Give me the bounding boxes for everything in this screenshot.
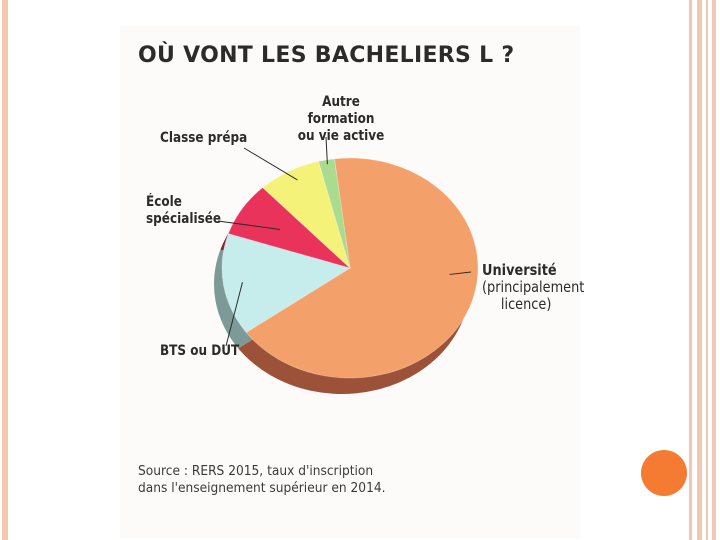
label-ecole-line2: spécialisée [146, 211, 222, 227]
label-autre-line1: Autre formation [307, 94, 375, 127]
label-bts-dut: BTS ou DUT [160, 343, 240, 359]
leader-line-bts [225, 282, 243, 347]
leader-line-ecole [217, 220, 280, 230]
source-line-1: Source : RERS 2015, taux d'inscription [138, 464, 374, 479]
label-universite-line2: (principalement [482, 278, 585, 296]
label-classe-prepa: Classe prépa [160, 130, 248, 146]
slide-decoration-circle [641, 450, 687, 496]
slide-border-right-1 [689, 0, 692, 540]
pie-slice-autre-formation-ou-vie-active [318, 158, 351, 269]
leader-line-universite [449, 271, 472, 275]
leader-line-autre [325, 136, 328, 165]
slide-border-right-4 [712, 0, 716, 540]
slide-border-left [2, 0, 8, 540]
label-universite-line3: licence) [500, 295, 552, 313]
slide-border-right-2 [697, 0, 702, 540]
label-ecole-specialisee: École spécialisée [146, 194, 221, 228]
label-universite: Université (principalement licence) [482, 262, 584, 313]
source-line-2: dans l'enseignement supérieur en 2014. [138, 481, 386, 496]
label-autre-formation: Autre formation ou vie active [290, 94, 391, 145]
leader-line-prepa [243, 147, 298, 181]
slide-border-right-3 [706, 0, 708, 540]
pie-slice-universite-principalement-licence [245, 157, 479, 379]
pie-slice-ecole-specialisee [227, 187, 351, 269]
chart-title: OÙ VONT LES BACHELIERS L ? [138, 43, 515, 68]
chart-source: Source : RERS 2015, taux d'inscription d… [138, 463, 386, 497]
label-universite-line1: Université [482, 261, 557, 279]
label-autre-line2: ou vie active [297, 128, 385, 144]
pie-slice-classe-prepa [262, 160, 351, 270]
pie-slice-bts-ou-dut [221, 233, 351, 333]
label-ecole-line1: École [146, 194, 182, 210]
